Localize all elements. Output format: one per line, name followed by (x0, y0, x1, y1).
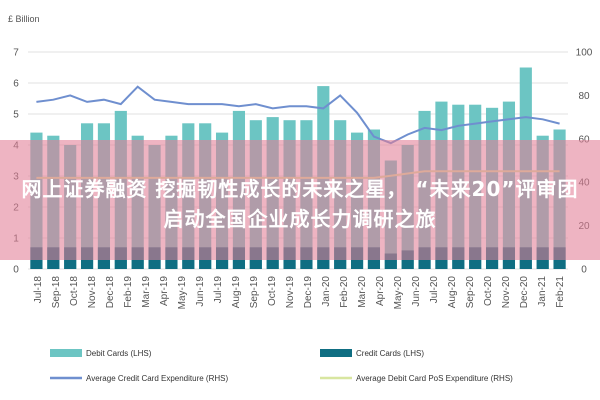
x-tick-label: Apr-19 (159, 276, 170, 306)
legend: Debit Cards (LHS) Credit Cards (LHS) Avera… (50, 349, 513, 383)
x-tick-label: Sep-19 (249, 276, 260, 309)
overlay-banner: 网上证券融资 挖掘韧性成长的未来之星， “未来20”评审团启动全国企业成长力调研… (0, 140, 600, 260)
left-axis-unit: £ Billion (8, 14, 40, 24)
x-tick-label: Oct-18 (69, 276, 80, 306)
legend-debit-cards-label: Debit Cards (LHS) (86, 349, 152, 358)
x-tick-label: Sep-20 (465, 276, 476, 309)
x-tick-label: Apr-20 (375, 276, 386, 306)
x-tick-label: Jul-18 (33, 276, 44, 304)
legend-credit-cards-swatch (320, 349, 352, 357)
x-tick-label: Jul-19 (213, 276, 224, 304)
x-tick-label: Sep-18 (51, 276, 62, 309)
x-tick-label: Mar-20 (357, 276, 368, 308)
right-tick-label: 100 (576, 48, 593, 59)
x-tick-label: Oct-20 (483, 276, 494, 306)
x-tick-label: Feb-19 (123, 276, 134, 308)
x-tick-label: Nov-20 (501, 276, 512, 309)
line-average-credit-expenditure (36, 85, 560, 145)
x-tick-label: Jan-21 (537, 276, 548, 307)
x-axis-ticks: Jul-18 Sep-18 Oct-18 Nov-18 Dec-18 Feb-19 Mar-… (33, 276, 566, 310)
left-tick-label: 7 (13, 48, 19, 59)
right-tick-label: 0 (581, 265, 587, 276)
legend-debit-cards-swatch (50, 349, 82, 357)
x-tick-label: Aug-20 (447, 276, 458, 309)
x-tick-label: Jul-20 (429, 276, 440, 304)
x-tick-label: Jun-19 (195, 276, 206, 307)
x-tick-label: Dec-20 (519, 276, 530, 309)
x-tick-label: Jun-20 (411, 276, 422, 307)
legend-credit-cards-label: Credit Cards (LHS) (356, 349, 424, 358)
x-tick-label: Feb-21 (555, 276, 566, 308)
x-tick-label: May-19 (177, 276, 188, 310)
legend-average-credit-expenditure-label: Average Credit Card Expenditure (RHS) (86, 374, 228, 383)
x-tick-label: Jan-20 (321, 276, 332, 307)
left-tick-label: 0 (13, 265, 19, 276)
left-tick-label: 6 (13, 79, 19, 90)
x-tick-label: Nov-18 (87, 276, 98, 309)
right-tick-label: 80 (578, 91, 590, 102)
right-tick-label: 60 (578, 134, 590, 145)
x-tick-label: Dec-19 (303, 276, 314, 309)
x-tick-label: Oct-19 (267, 276, 278, 306)
x-tick-label: May-20 (393, 276, 404, 310)
legend-average-debit-pos-expenditure-label: Average Debit Card PoS Expenditure (RHS) (356, 374, 513, 383)
x-tick-label: Nov-19 (285, 276, 296, 309)
left-tick-label: 5 (13, 110, 19, 121)
x-tick-label: Dec-18 (105, 276, 116, 309)
banner-headline: 网上证券融资 挖掘韧性成长的未来之星， “未来20”评审团启动全国企业成长力调研… (21, 177, 579, 231)
x-tick-label: Aug-19 (231, 276, 242, 309)
x-tick-label: Feb-20 (339, 276, 350, 308)
x-tick-label: Mar-19 (141, 276, 152, 308)
